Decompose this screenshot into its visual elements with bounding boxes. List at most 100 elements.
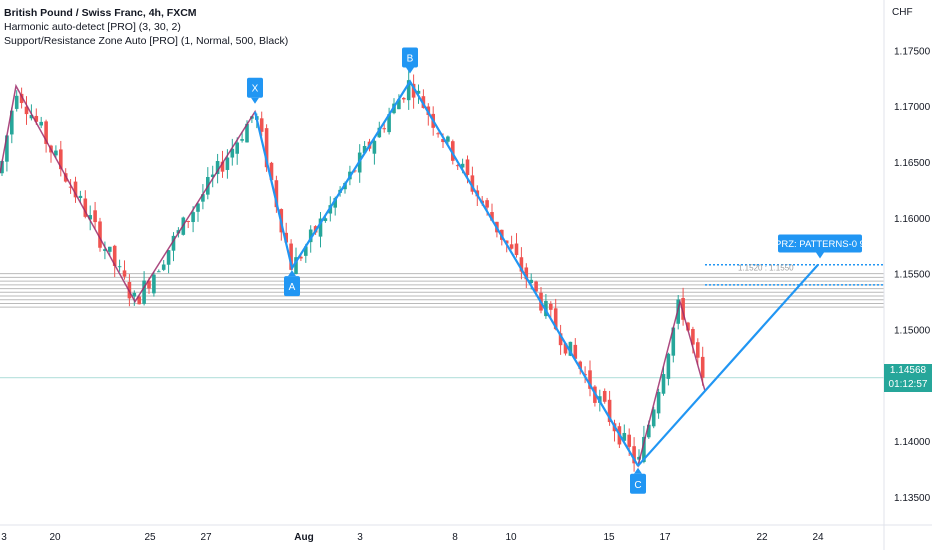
candle-body (259, 118, 264, 132)
candle-body (54, 150, 58, 156)
projection-line (637, 264, 819, 467)
harmonic-pattern-line (253, 79, 639, 467)
y-tick-label: 1.15500 (894, 270, 931, 281)
candle-body (402, 98, 406, 100)
candle-body (588, 370, 592, 389)
candle-body (627, 434, 631, 447)
candle-body (73, 181, 78, 198)
countdown-tag: 01:12:57 (884, 378, 932, 392)
x-tick-label: 17 (659, 532, 671, 543)
candle-body (0, 161, 4, 174)
x-tick-label: 20 (49, 532, 61, 543)
candle-body (274, 180, 279, 208)
bar-countdown: 01:12:57 (888, 379, 928, 390)
x-tick-label: 3 (1, 532, 7, 543)
y-tick-label: 1.17000 (894, 102, 931, 113)
candle-body (553, 308, 558, 330)
point-x-label: X (252, 84, 259, 95)
candle-body (289, 243, 293, 270)
point-b-marker (402, 47, 418, 68)
candle-body (122, 270, 127, 277)
candle-body (529, 279, 533, 283)
candle-body (157, 271, 161, 273)
indicator-sr-zone[interactable]: Support/Resistance Zone Auto [PRO] (1, N… (4, 35, 289, 47)
candle-body (78, 195, 83, 199)
candle-body (411, 83, 416, 98)
candle-body (622, 432, 627, 441)
point-c-label: C (634, 480, 641, 491)
candle-body (607, 399, 612, 423)
candle-body (318, 218, 323, 237)
prz-range-label: 1.1520 : 1.1550 (738, 264, 794, 273)
point-c-marker (630, 473, 646, 494)
candle-body (196, 203, 200, 212)
candle-body (24, 106, 29, 115)
candle-body (88, 215, 92, 220)
candle-body (465, 159, 470, 175)
candle-body (269, 162, 274, 181)
candle-body (44, 121, 48, 144)
candle-body (509, 244, 514, 249)
point-x-marker (247, 77, 263, 98)
candle-body (5, 135, 9, 162)
candle-body (147, 280, 151, 289)
candle-body (264, 128, 269, 168)
candle-body (568, 341, 573, 356)
candle-body (397, 99, 401, 110)
candle-body (132, 292, 137, 297)
candle-body (436, 133, 440, 135)
candle-body (353, 170, 357, 172)
x-tick-label: 25 (144, 532, 156, 543)
candle-body (225, 157, 230, 170)
candle-body (98, 221, 102, 248)
candle-body (112, 245, 117, 267)
candle-body (460, 163, 465, 168)
candle-body (333, 198, 337, 208)
y-tick-label: 1.16000 (894, 214, 931, 225)
candle-body (34, 115, 39, 122)
candle-body (681, 298, 685, 320)
candle-body (514, 243, 519, 256)
candle-body (201, 194, 205, 202)
x-tick-label: 22 (756, 532, 768, 543)
candle-body (210, 174, 215, 178)
candle-body (647, 424, 651, 438)
indicator-harmonic[interactable]: Harmonic auto-detect [PRO] (3, 30, 2) (4, 21, 181, 33)
candle-body (637, 456, 641, 460)
point-a-label: A (289, 282, 296, 293)
marker-pointer (406, 67, 414, 74)
candle-body (451, 141, 455, 161)
y-tick-label: 1.17500 (894, 46, 931, 57)
candle-body (651, 409, 656, 427)
y-tick-label: 1.15000 (894, 326, 931, 337)
candle-body (108, 246, 112, 252)
point-b-label: B (407, 54, 414, 65)
candle-body (59, 149, 63, 170)
candle-body (696, 342, 700, 358)
y-tick-label: 1.16500 (894, 158, 931, 169)
candle-body (240, 139, 244, 141)
prz-label-box (778, 234, 862, 253)
candle-body (490, 212, 494, 221)
candle-body (382, 128, 386, 130)
marker-pointer (634, 467, 642, 474)
candle-body (485, 200, 489, 208)
candle-body (230, 148, 235, 158)
candle-body (161, 264, 166, 270)
y-tick-label: 1.14000 (894, 437, 931, 448)
candle-body (661, 374, 666, 394)
x-tick-label: 3 (357, 532, 363, 543)
candle-body (19, 93, 24, 104)
last-price-tag: 1.14568 (884, 364, 932, 378)
symbol-title: British Pound / Swiss Franc, 4h, FXCM (4, 7, 197, 19)
candle-body (220, 161, 225, 172)
candle-body (441, 138, 445, 143)
candle-body (235, 142, 239, 154)
candle-body (686, 322, 690, 331)
candle-body (103, 249, 107, 251)
candle-body (534, 281, 538, 292)
candle-body (573, 344, 578, 359)
candle-body (299, 256, 303, 259)
